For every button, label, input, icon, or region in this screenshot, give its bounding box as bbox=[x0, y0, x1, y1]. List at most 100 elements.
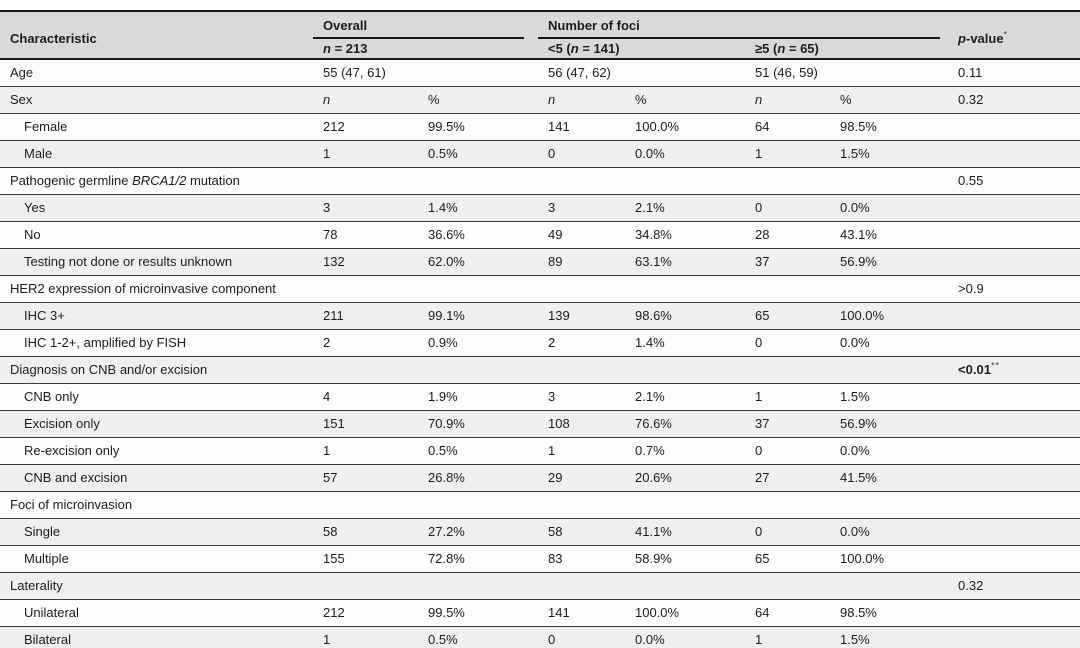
row-label-cell: Foci of microinvasion bbox=[0, 491, 313, 519]
table-row: HER2 expression of microinvasive compone… bbox=[0, 275, 1080, 303]
value-cell: 141 bbox=[538, 599, 625, 627]
table-row: Excision only 151 70.9% 108 76.6% 37 56.9% bbox=[0, 410, 1080, 438]
value-cell: 70.9% bbox=[418, 410, 538, 438]
table-row: Age 55 (47, 61) 56 (47, 62) 51 (46, 59) 0.11 bbox=[0, 58, 1080, 87]
row-label-cell: Excision only bbox=[0, 410, 313, 438]
pvalue-cell bbox=[948, 248, 1080, 276]
col-header-characteristic: Characteristic bbox=[0, 11, 313, 60]
value-cell: 64 bbox=[745, 113, 830, 141]
table-row: CNB only 4 1.9% 3 2.1% 1 1.5% bbox=[0, 383, 1080, 411]
value-cell: 211 bbox=[313, 302, 418, 330]
row-label-cell: CNB only bbox=[0, 383, 313, 411]
pvalue-cell bbox=[948, 140, 1080, 168]
value-cell: 0 bbox=[745, 329, 830, 357]
value-cell: 0.7% bbox=[625, 437, 745, 465]
value-cell: 0.0% bbox=[830, 437, 949, 465]
table-row: No 78 36.6% 49 34.8% 28 43.1% bbox=[0, 221, 1080, 249]
col-header-pvalue: p-value* bbox=[948, 11, 1080, 60]
value-cell: 27.2% bbox=[418, 518, 538, 546]
row-label-cell: Testing not done or results unknown bbox=[0, 248, 313, 276]
pvalue-cell: 0.32 bbox=[948, 86, 1080, 114]
value-cell bbox=[745, 167, 949, 195]
pvalue-cell bbox=[948, 518, 1080, 546]
table-row: Pathogenic germline BRCA1/2 mutation 0.55 bbox=[0, 167, 1080, 195]
value-cell: 99.5% bbox=[418, 113, 538, 141]
pvalue-cell bbox=[948, 626, 1080, 648]
pvalue-cell bbox=[948, 464, 1080, 492]
row-label-cell: IHC 1-2+, amplified by FISH bbox=[0, 329, 313, 357]
value-cell: 0.0% bbox=[830, 194, 949, 222]
value-cell: 2.1% bbox=[625, 383, 745, 411]
value-cell: 1.5% bbox=[830, 626, 949, 648]
value-cell: 2 bbox=[313, 329, 418, 357]
row-label-cell: Multiple bbox=[0, 545, 313, 573]
subcol-pct-cell: % bbox=[418, 86, 538, 114]
value-cell: 58 bbox=[538, 518, 625, 546]
row-label-cell: HER2 expression of microinvasive compone… bbox=[0, 275, 313, 303]
row-label-cell: Bilateral bbox=[0, 626, 313, 648]
row-label-cell: Re-excision only bbox=[0, 437, 313, 465]
value-cell bbox=[745, 491, 949, 519]
value-cell: 58.9% bbox=[625, 545, 745, 573]
pvalue-cell: >0.9 bbox=[948, 275, 1080, 303]
ge5-n-italic: n bbox=[777, 41, 786, 56]
value-cell: 34.8% bbox=[625, 221, 745, 249]
lt5-post: = 141) bbox=[578, 41, 620, 56]
value-cell: 1 bbox=[313, 626, 418, 648]
pvalue-rest: -value bbox=[966, 30, 1004, 46]
pvalue-cell bbox=[948, 545, 1080, 573]
row-label-cell: Diagnosis on CNB and/or excision bbox=[0, 356, 313, 384]
value-cell: 1 bbox=[313, 140, 418, 168]
table-row: Single 58 27.2% 58 41.1% 0 0.0% bbox=[0, 518, 1080, 546]
value-cell bbox=[745, 275, 949, 303]
col-header-number-of-foci: Number of foci bbox=[538, 11, 949, 39]
subcol-n-cell: n bbox=[313, 86, 418, 114]
subcol-n-cell: n bbox=[538, 86, 625, 114]
value-cell bbox=[538, 572, 745, 600]
table-row: Laterality 0.32 bbox=[0, 572, 1080, 600]
table-body: Age 55 (47, 61) 56 (47, 62) 51 (46, 59) 0.11… bbox=[0, 58, 1080, 648]
page: { "colors": { "header_bg": "#d9d9d9", "r… bbox=[0, 10, 1080, 648]
value-cell: 1.5% bbox=[830, 383, 949, 411]
row-label-cell: No bbox=[0, 221, 313, 249]
value-cell: 0.0% bbox=[830, 329, 949, 357]
value-cell: 155 bbox=[313, 545, 418, 573]
value-cell: 132 bbox=[313, 248, 418, 276]
value-cell: 2.1% bbox=[625, 194, 745, 222]
value-cell: 151 bbox=[313, 410, 418, 438]
value-cell: 83 bbox=[538, 545, 625, 573]
value-cell: 98.6% bbox=[625, 302, 745, 330]
value-cell: 36.6% bbox=[418, 221, 538, 249]
row-label-cell: Sex bbox=[0, 86, 313, 114]
row-label-cell: CNB and excision bbox=[0, 464, 313, 492]
row-label-cell: Male bbox=[0, 140, 313, 168]
value-cell: 0 bbox=[745, 194, 830, 222]
header-row-subgroups: n = 213 <5 (n = 141) ≥5 (n = 65) bbox=[0, 39, 1080, 60]
value-cell: 20.6% bbox=[625, 464, 745, 492]
value-cell: 62.0% bbox=[418, 248, 538, 276]
value-cell: 212 bbox=[313, 599, 418, 627]
row-label-cell: Female bbox=[0, 113, 313, 141]
pvalue-cell bbox=[948, 221, 1080, 249]
value-cell: 1.4% bbox=[418, 194, 538, 222]
value-cell: 29 bbox=[538, 464, 625, 492]
value-cell: 64 bbox=[745, 599, 830, 627]
pvalue-cell bbox=[948, 437, 1080, 465]
subcol-n-cell: n bbox=[745, 86, 830, 114]
value-cell: 0 bbox=[538, 626, 625, 648]
value-cell: 37 bbox=[745, 410, 830, 438]
value-cell: 56 (47, 62) bbox=[538, 58, 745, 87]
table-row: Male 1 0.5% 0 0.0% 1 1.5% bbox=[0, 140, 1080, 168]
table-row: Female 212 99.5% 141 100.0% 64 98.5% bbox=[0, 113, 1080, 141]
pvalue-cell bbox=[948, 410, 1080, 438]
pvalue-cell bbox=[948, 302, 1080, 330]
value-cell: 26.8% bbox=[418, 464, 538, 492]
value-cell: 57 bbox=[313, 464, 418, 492]
value-cell: 98.5% bbox=[830, 113, 949, 141]
overall-label: Overall bbox=[323, 18, 368, 33]
value-cell bbox=[538, 356, 745, 384]
value-cell bbox=[538, 275, 745, 303]
value-cell: 212 bbox=[313, 113, 418, 141]
pvalue-asterisk: * bbox=[1003, 29, 1009, 40]
value-cell: 1 bbox=[745, 383, 830, 411]
